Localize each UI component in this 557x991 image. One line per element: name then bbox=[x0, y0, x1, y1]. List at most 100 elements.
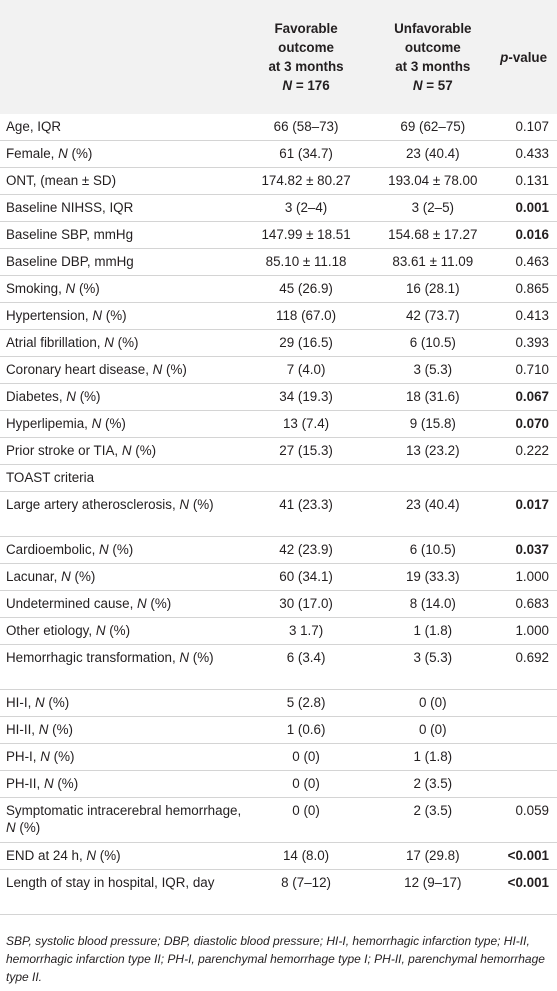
row-variable-n: N bbox=[6, 820, 16, 835]
row-unfavorable: 3 (5.3) bbox=[369, 356, 497, 384]
row-variable-suffix: (%) bbox=[48, 722, 73, 737]
row-p-value: 0.413 bbox=[496, 302, 557, 330]
row-p-value: 0.222 bbox=[496, 437, 557, 465]
row-favorable: 1 (0.6) bbox=[242, 716, 370, 744]
row-variable-n: N bbox=[92, 308, 103, 323]
row-variable-text: Age, IQR bbox=[6, 119, 62, 134]
row-variable: Smoking, N (%) bbox=[0, 275, 243, 303]
row-p-value: 0.683 bbox=[496, 590, 557, 618]
row-unfavorable: 13 (23.2) bbox=[369, 437, 497, 465]
row-p-value bbox=[496, 689, 557, 717]
row-unfavorable: 18 (31.6) bbox=[369, 383, 497, 411]
row-p-value bbox=[496, 770, 557, 798]
header-row: Favorable outcome at 3 months N = 176 Un… bbox=[0, 0, 557, 114]
row-variable-n: N bbox=[66, 389, 76, 404]
row-p-value bbox=[496, 464, 557, 492]
row-variable-text: Length of stay in hospital, IQR, day bbox=[6, 875, 215, 890]
row-variable-n: N bbox=[179, 497, 190, 512]
row-unfavorable: 1 (1.8) bbox=[369, 617, 497, 645]
table-row: Hemorrhagic transformation, N (%) 6 (3.4)… bbox=[0, 644, 557, 690]
table-row: Baseline SBP, mmHg 147.99 ± 18.51 154.68 ±… bbox=[0, 221, 557, 249]
row-unfavorable: 17 (29.8) bbox=[369, 842, 497, 870]
row-variable-suffix: (%) bbox=[15, 820, 41, 835]
row-variable-text: Baseline DBP, mmHg bbox=[6, 254, 134, 269]
row-favorable: 34 (19.3) bbox=[242, 383, 370, 411]
row-variable-n: N bbox=[179, 650, 190, 665]
table-row: Cardioembolic, N (%) 42 (23.9) 6 (10.5) 0.0… bbox=[0, 536, 557, 564]
table-row: Baseline DBP, mmHg 85.10 ± 11.18 83.61 ± 1… bbox=[0, 248, 557, 276]
row-p-value: 0.001 bbox=[496, 194, 557, 222]
row-favorable: 30 (17.0) bbox=[242, 590, 370, 618]
row-variable-suffix: (%) bbox=[105, 623, 131, 638]
row-variable-suffix: (%) bbox=[49, 749, 75, 764]
row-p-value bbox=[496, 743, 557, 771]
header-favorable-n-value: = 176 bbox=[292, 78, 330, 93]
header-favorable-n-label: N bbox=[282, 78, 293, 93]
row-variable-text: Atrial fibrillation, bbox=[6, 335, 105, 350]
row-variable: Coronary heart disease, N (%) bbox=[0, 356, 243, 384]
table-row: Lacunar, N (%) 60 (34.1) 19 (33.3) 1.000 bbox=[0, 563, 557, 591]
row-variable-text: Diabetes, bbox=[6, 389, 67, 404]
table-footnote: SBP, systolic blood pressure; DBP, diast… bbox=[6, 934, 545, 984]
row-variable-text: Hyperlipemia, bbox=[6, 416, 92, 431]
table-row: END at 24 h, N (%) 14 (8.0) 17 (29.8) <0.00… bbox=[0, 842, 557, 870]
row-unfavorable: 1 (1.8) bbox=[369, 743, 497, 771]
row-p-value: 1.000 bbox=[496, 617, 557, 645]
header-unfavorable: Unfavorable outcome at 3 months N = 57 bbox=[369, 0, 496, 114]
table-row: Undetermined cause, N (%) 30 (17.0) 8 (14.… bbox=[0, 590, 557, 618]
row-favorable: 0 (0) bbox=[242, 797, 370, 843]
header-unfavorable-line2: outcome bbox=[404, 40, 461, 55]
row-unfavorable: 23 (40.4) bbox=[369, 491, 497, 537]
row-unfavorable: 0 (0) bbox=[369, 689, 497, 717]
table-row: Baseline NIHSS, IQR 3 (2–4) 3 (2–5) 0.001 bbox=[0, 194, 557, 222]
header-variable bbox=[0, 0, 243, 114]
row-variable: Length of stay in hospital, IQR, day bbox=[0, 869, 243, 915]
header-unfavorable-line1: Unfavorable bbox=[394, 21, 472, 36]
table-row: HI-I, N (%) 5 (2.8) 0 (0) bbox=[0, 689, 557, 717]
row-variable-suffix: (%) bbox=[44, 695, 70, 710]
row-favorable: 41 (23.3) bbox=[242, 491, 370, 537]
row-p-value: 0.433 bbox=[496, 140, 557, 168]
row-unfavorable: 3 (2–5) bbox=[369, 194, 497, 222]
row-variable-suffix: (%) bbox=[108, 542, 134, 557]
row-variable: PH-I, N (%) bbox=[0, 743, 243, 771]
row-p-value: 0.016 bbox=[496, 221, 557, 249]
row-variable: HI-I, N (%) bbox=[0, 689, 243, 717]
row-variable-suffix: (%) bbox=[189, 650, 214, 665]
table-row: PH-I, N (%) 0 (0) 1 (1.8) bbox=[0, 743, 557, 771]
header-favorable-line3: at 3 months bbox=[268, 59, 344, 74]
row-unfavorable: 9 (15.8) bbox=[369, 410, 497, 438]
row-variable-text: Baseline SBP, mmHg bbox=[6, 227, 134, 242]
row-p-value: <0.001 bbox=[496, 842, 557, 870]
row-unfavorable: 83.61 ± 11.09 bbox=[369, 248, 497, 276]
row-variable-text: Other etiology, bbox=[6, 623, 96, 638]
table-row: HI-II, N (%) 1 (0.6) 0 (0) bbox=[0, 716, 557, 744]
row-p-value: 0.131 bbox=[496, 167, 557, 195]
row-variable-text: Baseline NIHSS, IQR bbox=[6, 200, 134, 215]
table-row: Hypertension, N (%) 118 (67.0) 42 (73.7) 0.… bbox=[0, 302, 557, 330]
row-variable-suffix: (%) bbox=[75, 389, 101, 404]
table-row: Female, N (%) 61 (34.7) 23 (40.4) 0.433 bbox=[0, 140, 557, 168]
row-variable: Atrial fibrillation, N (%) bbox=[0, 329, 243, 357]
table-row: Hyperlipemia, N (%) 13 (7.4) 9 (15.8) 0.070 bbox=[0, 410, 557, 438]
outcome-table: Favorable outcome at 3 months N = 176 Un… bbox=[0, 0, 557, 915]
row-variable-n: N bbox=[95, 623, 106, 638]
row-unfavorable: 16 (28.1) bbox=[369, 275, 497, 303]
row-variable: Female, N (%) bbox=[0, 140, 243, 168]
row-unfavorable: 3 (5.3) bbox=[369, 644, 497, 690]
row-variable-text: Hemorrhagic transformation, bbox=[6, 650, 180, 665]
row-favorable: 6 (3.4) bbox=[242, 644, 370, 690]
row-variable-suffix: (%) bbox=[75, 281, 100, 296]
row-variable-text: HI-I, bbox=[6, 695, 36, 710]
row-favorable: 13 (7.4) bbox=[242, 410, 370, 438]
row-favorable: 45 (26.9) bbox=[242, 275, 370, 303]
table-row: Diabetes, N (%) 34 (19.3) 18 (31.6) 0.067 bbox=[0, 383, 557, 411]
row-variable-n: N bbox=[43, 776, 54, 791]
header-unfavorable-n-value: = 57 bbox=[422, 78, 453, 93]
row-variable-text: HI-II, bbox=[6, 722, 39, 737]
row-favorable: 7 (4.0) bbox=[242, 356, 370, 384]
table-body: Age, IQR 66 (58–73) 69 (62–75) 0.107 Female,… bbox=[0, 114, 557, 915]
table-row: Length of stay in hospital, IQR, day 8 (7… bbox=[0, 869, 557, 915]
header-unfavorable-n-label: N bbox=[412, 78, 423, 93]
